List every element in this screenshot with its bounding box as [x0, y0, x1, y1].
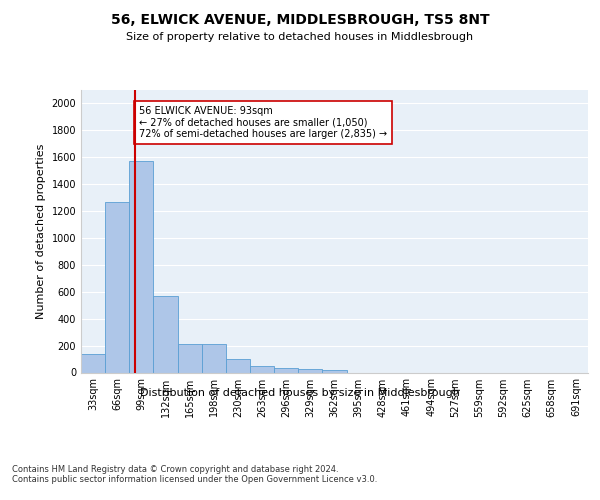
Text: Distribution of detached houses by size in Middlesbrough: Distribution of detached houses by size …: [140, 388, 460, 398]
Bar: [322, 370, 347, 372]
Bar: [105, 202, 129, 372]
Bar: [81, 354, 105, 372]
Bar: [129, 162, 154, 372]
Bar: [226, 359, 250, 372]
Text: Size of property relative to detached houses in Middlesbrough: Size of property relative to detached ho…: [127, 32, 473, 42]
Bar: [178, 344, 202, 372]
Text: Contains HM Land Registry data © Crown copyright and database right 2024.
Contai: Contains HM Land Registry data © Crown c…: [12, 465, 377, 484]
Bar: [274, 368, 298, 372]
Text: 56, ELWICK AVENUE, MIDDLESBROUGH, TS5 8NT: 56, ELWICK AVENUE, MIDDLESBROUGH, TS5 8N…: [110, 12, 490, 26]
Bar: [250, 366, 274, 372]
Bar: [202, 344, 226, 372]
Y-axis label: Number of detached properties: Number of detached properties: [36, 144, 46, 319]
Text: 56 ELWICK AVENUE: 93sqm
← 27% of detached houses are smaller (1,050)
72% of semi: 56 ELWICK AVENUE: 93sqm ← 27% of detache…: [139, 106, 387, 140]
Bar: [154, 296, 178, 372]
Bar: [298, 369, 322, 372]
